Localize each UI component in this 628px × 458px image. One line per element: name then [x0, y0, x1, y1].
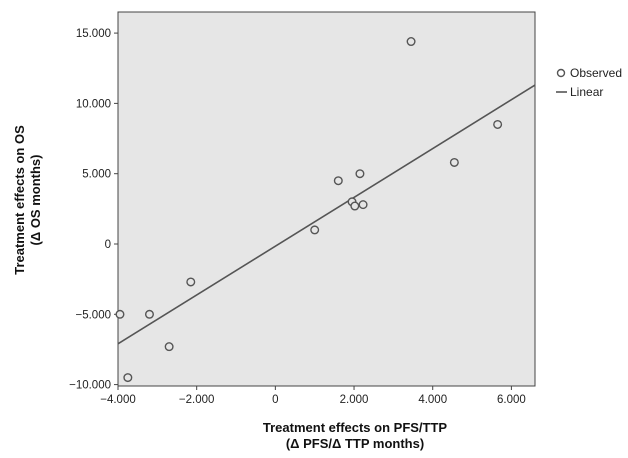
- observed-point: [493, 119, 503, 129]
- legend: Observed Linear: [556, 66, 622, 99]
- legend-linear-label: Linear: [570, 85, 603, 99]
- observed-point: [123, 373, 133, 383]
- observed-point: [144, 309, 154, 319]
- linear-fit-line: [117, 84, 536, 345]
- y-tick-label: 15.000: [76, 28, 111, 40]
- observed-point: [355, 169, 365, 179]
- legend-observed-label: Observed: [570, 66, 622, 80]
- observed-point: [186, 277, 196, 287]
- observed-point: [350, 201, 360, 211]
- y-tick-label: −10.000: [69, 380, 111, 392]
- observed-point: [358, 200, 368, 210]
- observed-point: [333, 176, 343, 186]
- x-tick-label: 4.000: [418, 394, 447, 406]
- observed-point: [449, 157, 459, 167]
- y-tick-label: 5.000: [82, 169, 111, 181]
- observed-point: [406, 37, 416, 47]
- x-axis-title-line2: (Δ PFS/Δ TTP months): [286, 436, 424, 451]
- x-tick-label: 0: [272, 394, 278, 406]
- y-axis-title: Treatment effects on OS: [12, 125, 27, 275]
- x-tick-label: 6.000: [497, 394, 526, 406]
- x-tick-label: −4.000: [100, 394, 136, 406]
- y-axis-title-line2: (Δ OS months): [28, 155, 43, 246]
- y-tick-label: 0: [105, 239, 111, 251]
- x-axis-title: Treatment effects on PFS/TTP: [263, 420, 448, 435]
- observed-point: [164, 342, 174, 352]
- data-marks: [115, 37, 536, 383]
- y-tick-label: 10.000: [76, 98, 111, 110]
- observed-point: [115, 309, 125, 319]
- y-axis: −10.000 −5.000 0 5.000 10.000 15.000: [69, 28, 118, 392]
- x-tick-label: −2.000: [179, 394, 215, 406]
- observed-point: [310, 225, 320, 235]
- x-axis: −4.000 −2.000 0 2.000 4.000 6.000: [100, 386, 526, 406]
- x-tick-label: 2.000: [340, 394, 369, 406]
- plot-area: [117, 11, 536, 387]
- y-tick-label: −5.000: [76, 309, 112, 321]
- legend-observed-marker: [556, 68, 566, 78]
